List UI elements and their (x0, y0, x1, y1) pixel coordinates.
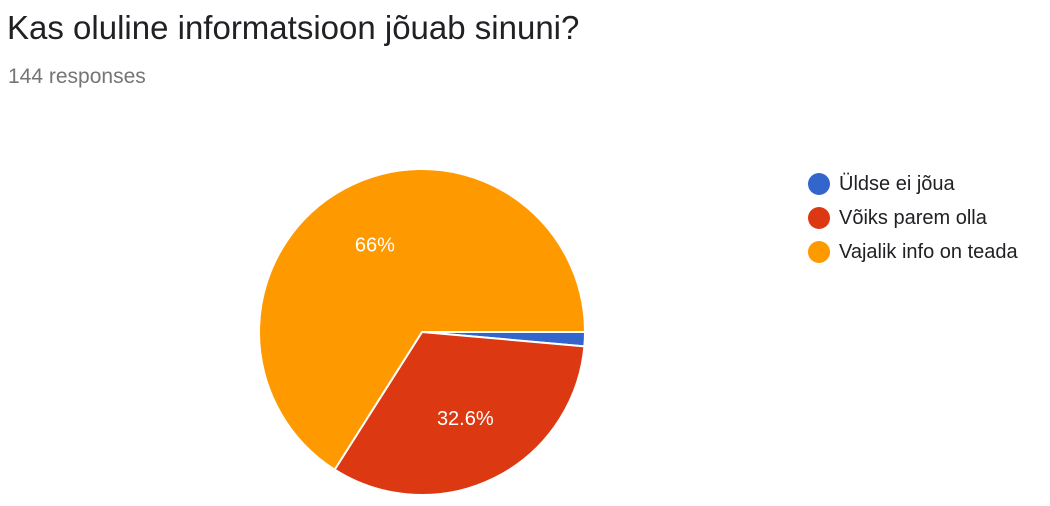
legend-swatch (808, 241, 830, 263)
pie-slice-3[interactable] (258, 168, 586, 471)
legend-swatch (808, 173, 830, 195)
legend-label: Vajalik info on teada (839, 240, 1018, 263)
legend-label: Võiks parem olla (839, 206, 987, 229)
page-title: Kas oluline informatsioon jõuab sinuni? (7, 9, 580, 46)
legend-item[interactable]: Vajalik info on teada (808, 235, 1018, 269)
response-count: 144 responses (8, 65, 146, 88)
pie-data-labels: 32.6% 66% (355, 235, 494, 430)
legend-item[interactable]: Võiks parem olla (808, 201, 1018, 235)
chart-legend: Üldse ei jõua Võiks parem olla Vajalik inf… (808, 167, 1018, 269)
legend-swatch (808, 207, 830, 229)
pie-slices (258, 168, 586, 496)
legend-item[interactable]: Üldse ei jõua (808, 167, 1018, 201)
slice-data-label: 66% (355, 235, 395, 257)
legend-label: Üldse ei jõua (839, 172, 955, 195)
slice-data-label: 32.6% (437, 408, 494, 430)
